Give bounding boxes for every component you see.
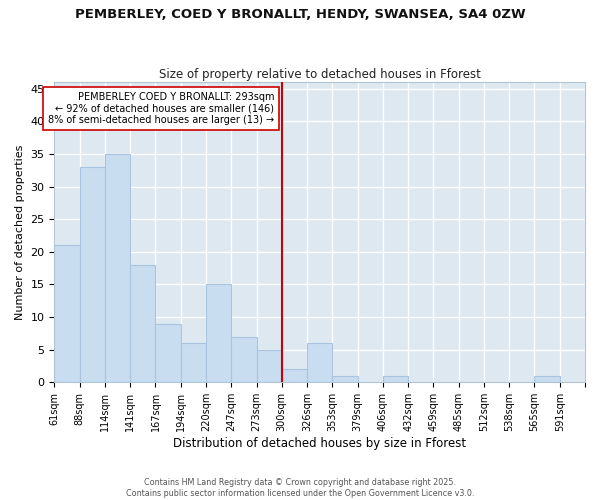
Bar [332, 376, 358, 382]
Bar [155, 324, 181, 382]
Title: Size of property relative to detached houses in Fforest: Size of property relative to detached ho… [159, 68, 481, 81]
Text: PEMBERLEY, COED Y BRONALLT, HENDY, SWANSEA, SA4 0ZW: PEMBERLEY, COED Y BRONALLT, HENDY, SWANS… [74, 8, 526, 20]
Bar [231, 336, 257, 382]
Text: Contains HM Land Registry data © Crown copyright and database right 2025.
Contai: Contains HM Land Registry data © Crown c… [126, 478, 474, 498]
X-axis label: Distribution of detached houses by size in Fforest: Distribution of detached houses by size … [173, 437, 466, 450]
Bar [105, 154, 130, 382]
Y-axis label: Number of detached properties: Number of detached properties [15, 144, 25, 320]
Bar [383, 376, 408, 382]
Bar [181, 343, 206, 382]
Bar [80, 167, 105, 382]
Text: PEMBERLEY COED Y BRONALLT: 293sqm
← 92% of detached houses are smaller (146)
8% : PEMBERLEY COED Y BRONALLT: 293sqm ← 92% … [48, 92, 274, 125]
Bar [257, 350, 282, 382]
Bar [206, 284, 231, 382]
Bar [307, 343, 332, 382]
Bar [130, 265, 155, 382]
Bar [282, 370, 307, 382]
Bar [535, 376, 560, 382]
Bar [55, 246, 80, 382]
